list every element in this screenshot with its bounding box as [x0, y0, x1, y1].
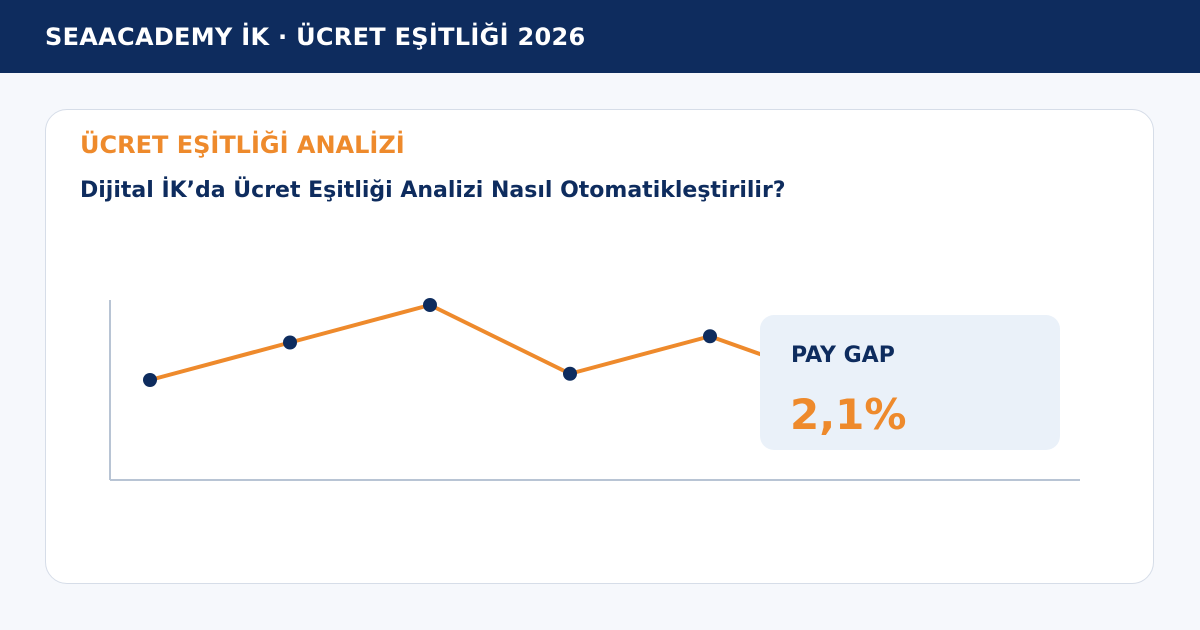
series-line [148, 303, 852, 389]
data-point-3 [423, 298, 437, 312]
header-bar: SEAACADEMY İK · ÜCRET EŞİTLİĞİ 2026 [0, 0, 1200, 73]
data-point-4 [563, 366, 577, 381]
data-point-5 [703, 329, 717, 344]
section-eyebrow: ÜCRET EŞİTLİĞİ ANALİZİ [80, 131, 405, 159]
pay-gap-value: 2,1% [790, 390, 907, 439]
article-headline: Dijital İK’da Ücret Eşitliği Analizi Nas… [80, 178, 786, 203]
pay-gap-label: PAY GAP [791, 343, 895, 368]
data-points [143, 298, 857, 394]
pay-gap-card: PAY GAP 2,1% [760, 315, 1060, 450]
data-point-2 [283, 335, 297, 350]
header-title: SEAACADEMY İK · ÜCRET EŞİTLİĞİ 2026 [45, 23, 586, 51]
data-point-1 [143, 373, 157, 387]
